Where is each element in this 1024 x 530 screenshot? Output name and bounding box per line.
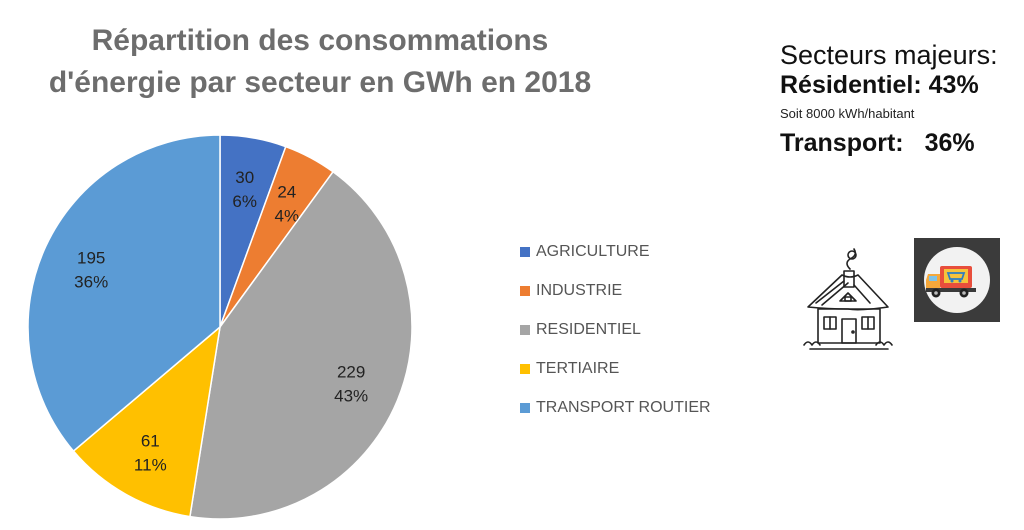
- pie-slice-tertiaire: [72, 325, 222, 518]
- residential-percent: 43%: [928, 71, 979, 99]
- legend-label: AGRICULTURE: [536, 242, 650, 260]
- legend-item-residentiel: RESIDENTIEL: [520, 310, 711, 349]
- legend-swatch: [520, 285, 530, 296]
- slice-percent-label: 6%: [232, 192, 257, 211]
- slice-value-label: 61: [141, 432, 160, 451]
- house-sketch-icon: [803, 248, 893, 350]
- legend-label: TRANSPORT ROUTIER: [536, 398, 711, 416]
- legend-item-agriculture: AGRICULTURE: [520, 232, 711, 271]
- transport-percent: 36%: [924, 129, 975, 157]
- legend-item-tertiaire: TERTIAIRE: [520, 349, 711, 388]
- legend-swatch: [520, 402, 530, 413]
- delivery-truck-icon: [914, 238, 1000, 322]
- transport-label: Transport:: [780, 129, 904, 157]
- legend-label: INDUSTRIE: [536, 281, 623, 299]
- residential-note: Soit 8000 kWh/habitant: [780, 106, 915, 121]
- slice-value-label: 24: [277, 183, 296, 202]
- slice-value-label: 30: [235, 168, 254, 187]
- legend-label: TERTIAIRE: [536, 359, 620, 377]
- slice-value-label: 195: [77, 248, 105, 267]
- legend-swatch: [520, 246, 530, 257]
- slice-value-label: 229: [337, 362, 365, 381]
- chart-title-line-1: Répartition des consommations: [91, 24, 549, 57]
- slice-percent-label: 11%: [134, 456, 167, 475]
- transport-summary: Transport: 36%: [780, 129, 1020, 158]
- legend-label: RESIDENTIEL: [536, 320, 641, 338]
- pie-slice-transport-routier: [27, 134, 221, 453]
- slice-percent-label: 36%: [74, 272, 108, 291]
- major-sectors-panel: Secteurs majeurs: Résidentiel: 43% Soit …: [780, 40, 1020, 158]
- legend-item-transport-routier: TRANSPORT ROUTIER: [520, 388, 711, 427]
- slice-percent-label: 43%: [334, 386, 368, 405]
- major-sectors-heading: Secteurs majeurs:: [780, 40, 998, 70]
- pie-slice-residentiel: [189, 170, 413, 520]
- residential-label: Résidentiel:: [780, 71, 922, 99]
- legend-swatch: [520, 324, 530, 335]
- legend-item-industrie: INDUSTRIE: [520, 271, 711, 310]
- slice-percent-label: 4%: [274, 207, 299, 226]
- chart-legend: AGRICULTURE INDUSTRIE RESIDENTIEL TERTIA…: [520, 232, 711, 427]
- residential-summary: Résidentiel: 43%: [780, 71, 1020, 100]
- chart-title-line-2: d'énergie par secteur en GWh en 2018: [48, 66, 592, 99]
- chart-title: Répartition des consommations d'énergie …: [20, 20, 620, 104]
- legend-swatch: [520, 363, 530, 374]
